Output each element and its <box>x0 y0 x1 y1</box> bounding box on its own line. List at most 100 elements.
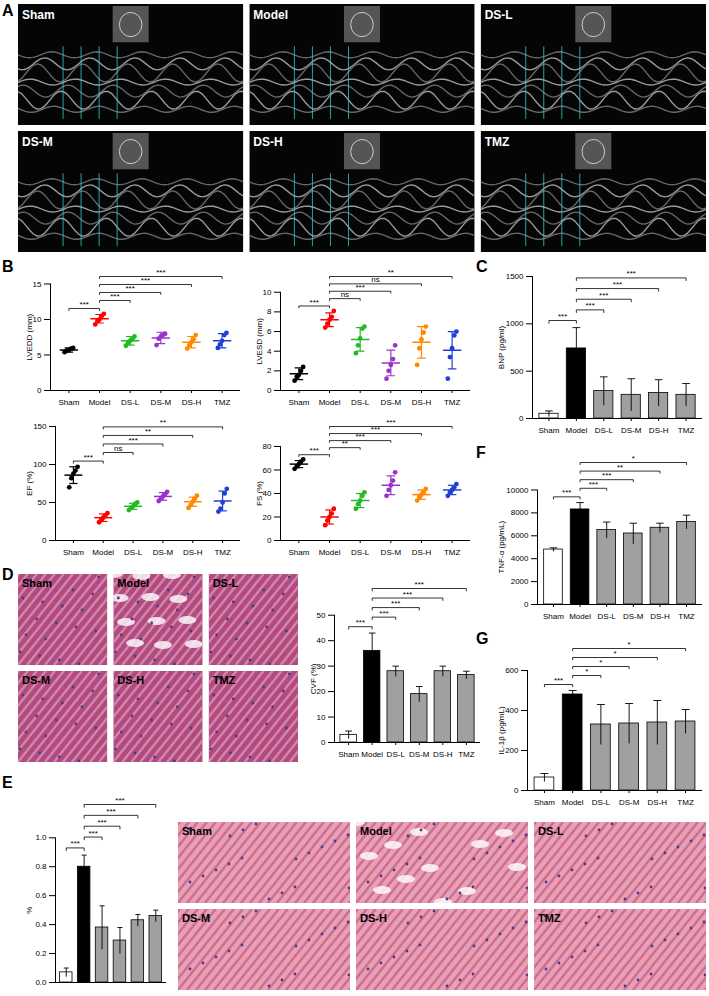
svg-text:***: *** <box>156 268 165 277</box>
svg-text:1500: 1500 <box>506 272 524 281</box>
svg-text:TMZ: TMZ <box>444 398 461 407</box>
svg-text:DS-M: DS-M <box>623 612 644 621</box>
svg-text:10: 10 <box>317 713 326 722</box>
svg-text:0.0: 0.0 <box>35 978 47 987</box>
svg-text:***: *** <box>558 312 567 321</box>
svg-text:150: 150 <box>33 422 47 431</box>
svg-text:**: ** <box>160 418 166 427</box>
svg-text:20: 20 <box>263 513 272 522</box>
svg-text:6: 6 <box>267 327 272 336</box>
svg-text:400: 400 <box>505 706 519 715</box>
svg-text:TMZ: TMZ <box>538 912 561 924</box>
svg-text:0.8: 0.8 <box>35 862 47 871</box>
svg-text:TMZ: TMZ <box>485 135 510 149</box>
svg-text:50: 50 <box>317 611 326 620</box>
svg-text:***: *** <box>80 300 89 309</box>
svg-text:***: *** <box>371 425 380 434</box>
svg-text:Model: Model <box>253 8 288 22</box>
svg-text:***: *** <box>356 432 365 441</box>
svg-text:DS-L: DS-L <box>595 426 614 435</box>
svg-text:0.2: 0.2 <box>35 949 47 958</box>
svg-text:Sham: Sham <box>543 612 564 621</box>
svg-text:DS-H: DS-H <box>412 548 432 557</box>
svg-text:DS-H: DS-H <box>650 612 670 621</box>
svg-text:**: ** <box>617 463 623 472</box>
svg-text:TMZ: TMZ <box>678 426 695 435</box>
svg-text:***: *** <box>403 590 412 599</box>
svg-text:***: *** <box>97 818 106 827</box>
svg-text:DS-M: DS-M <box>182 912 210 924</box>
svg-text:***: *** <box>115 796 124 805</box>
svg-text:DS-L: DS-L <box>121 398 140 407</box>
svg-text:2000: 2000 <box>511 577 529 586</box>
svg-text:***: *** <box>128 436 137 445</box>
svg-text:***: *** <box>585 301 594 310</box>
svg-text:DS-L: DS-L <box>124 548 143 557</box>
svg-text:DS-H: DS-H <box>183 548 203 557</box>
svg-text:***: *** <box>141 276 150 285</box>
svg-text:DS-L: DS-L <box>351 548 370 557</box>
svg-text:***: *** <box>391 599 400 608</box>
svg-text:***: *** <box>126 284 135 293</box>
svg-text:0: 0 <box>524 600 529 609</box>
svg-text:**: ** <box>342 439 348 448</box>
svg-text:FS (%): FS (%) <box>255 481 264 506</box>
svg-text:40: 40 <box>317 636 326 645</box>
svg-text:***: *** <box>415 580 424 589</box>
svg-text:0: 0 <box>37 386 42 395</box>
svg-text:600: 600 <box>505 666 519 675</box>
svg-text:DS-L: DS-L <box>598 612 617 621</box>
svg-text:0.6: 0.6 <box>35 891 47 900</box>
svg-text:Sham: Sham <box>288 548 309 557</box>
svg-text:DS-M: DS-M <box>381 398 402 407</box>
svg-text:15: 15 <box>33 280 42 289</box>
svg-text:ns: ns <box>371 275 379 284</box>
svg-text:Model: Model <box>361 750 383 759</box>
svg-text:4: 4 <box>267 347 272 356</box>
svg-text:DS-M: DS-M <box>619 798 640 807</box>
svg-text:*: * <box>628 640 631 649</box>
svg-text:ns: ns <box>341 290 349 299</box>
svg-text:***: *** <box>356 283 365 292</box>
svg-text:DS-L: DS-L <box>387 750 406 759</box>
svg-text:5: 5 <box>37 351 42 360</box>
svg-text:BNP (pg/ml): BNP (pg/ml) <box>497 325 506 369</box>
svg-text:DS-M: DS-M <box>22 135 53 149</box>
svg-text:DS-L: DS-L <box>592 798 611 807</box>
svg-text:***: *** <box>356 618 365 627</box>
svg-text:Sham: Sham <box>538 426 559 435</box>
svg-text:***: *** <box>310 298 319 307</box>
svg-text:DS-L: DS-L <box>213 577 239 589</box>
svg-text:DS-H: DS-H <box>433 750 453 759</box>
svg-text:*: * <box>599 658 602 667</box>
svg-text:Sham: Sham <box>288 398 309 407</box>
svg-text:6000: 6000 <box>511 531 529 540</box>
svg-text:***: *** <box>562 488 571 497</box>
svg-text:TMZ: TMZ <box>444 548 461 557</box>
svg-text:TMZ: TMZ <box>678 612 695 621</box>
svg-text:0: 0 <box>321 738 326 747</box>
svg-text:10: 10 <box>263 288 272 297</box>
svg-text:DS-M: DS-M <box>621 426 642 435</box>
svg-text:Sham: Sham <box>534 798 555 807</box>
svg-text:80: 80 <box>263 442 272 451</box>
svg-text:***: *** <box>110 292 119 301</box>
svg-text:Sham: Sham <box>22 8 55 22</box>
svg-text:0: 0 <box>519 414 524 423</box>
svg-text:8: 8 <box>267 307 272 316</box>
svg-text:*: * <box>613 649 616 658</box>
svg-text:Model: Model <box>360 825 392 837</box>
svg-text:DS-M: DS-M <box>151 398 172 407</box>
svg-text:TMZ: TMZ <box>214 548 231 557</box>
svg-text:IL-1β (pg/mL): IL-1β (pg/mL) <box>497 706 506 755</box>
svg-text:TMZ: TMZ <box>677 798 694 807</box>
svg-text:TMZ: TMZ <box>213 674 236 686</box>
svg-text:0.4: 0.4 <box>35 920 47 929</box>
svg-text:LVESD (mm): LVESD (mm) <box>255 318 264 365</box>
svg-text:***: *** <box>84 453 93 462</box>
svg-text:DS-H: DS-H <box>360 912 387 924</box>
svg-text:ns: ns <box>114 444 122 453</box>
svg-text:Model: Model <box>565 426 587 435</box>
svg-text:DS-H: DS-H <box>182 398 202 407</box>
svg-text:DS-M: DS-M <box>381 548 402 557</box>
